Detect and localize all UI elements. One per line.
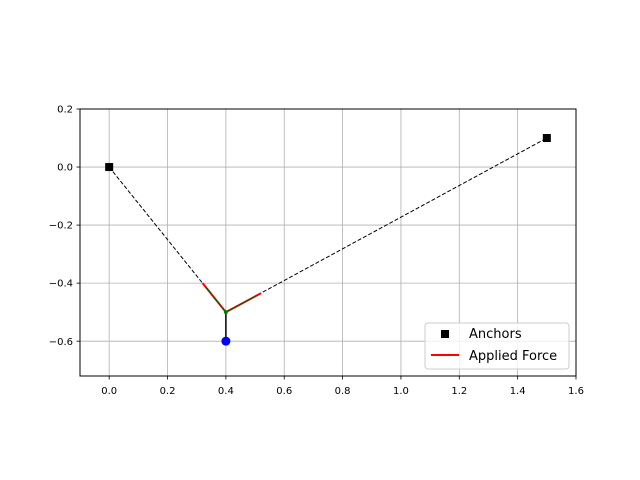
- markers: [105, 134, 551, 346]
- cable-line: [225, 137, 548, 313]
- node-marker: [223, 310, 228, 315]
- y-tick-label: 0.2: [57, 105, 73, 116]
- legend-anchor-marker: [441, 330, 449, 338]
- ticks: 0.0 0.2 0.4 0.6 0.8 1.0 1.2 1.4 1.6 0.2 0.0 −0.2 −0.…: [49, 105, 584, 397]
- x-tick-label: 0.0: [101, 386, 117, 397]
- cable-line: [108, 166, 227, 313]
- anchor-marker: [105, 163, 114, 172]
- legend-label-anchors: Anchors: [469, 327, 522, 342]
- legend-label-applied-force: Applied Force: [469, 349, 557, 364]
- anchor-marker: [542, 134, 551, 143]
- x-tick-label: 0.6: [276, 386, 292, 397]
- legend: Anchors Applied Force: [424, 322, 570, 370]
- force-overlay-line: [225, 294, 258, 313]
- y-tick-label: −0.4: [49, 279, 73, 290]
- y-tick-label: 0.0: [57, 163, 73, 174]
- force-overlay-line: [205, 286, 227, 313]
- cables: [108, 137, 548, 342]
- y-tick-label: −0.2: [49, 221, 73, 232]
- x-tick-label: 0.2: [160, 386, 176, 397]
- x-tick-label: 1.6: [568, 386, 584, 397]
- axes-frame: [79, 108, 577, 377]
- applied-force: [201, 282, 262, 314]
- legend-frame: [424, 322, 570, 370]
- x-tick-label: 1.0: [393, 386, 409, 397]
- x-tick-label: 1.4: [510, 386, 526, 397]
- x-tick-label: 0.8: [335, 386, 351, 397]
- load-marker: [221, 336, 231, 346]
- x-tick-label: 1.2: [451, 386, 467, 397]
- x-tick-label: 0.4: [218, 386, 234, 397]
- y-tick-label: −0.6: [49, 337, 73, 348]
